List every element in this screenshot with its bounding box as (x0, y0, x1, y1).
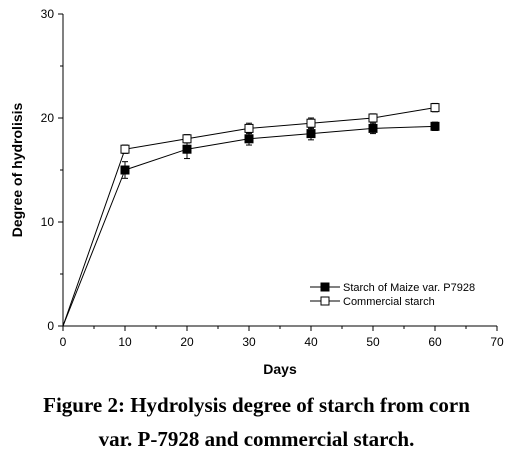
x-tick-label: 20 (180, 335, 194, 349)
x-tick-label: 10 (118, 335, 132, 349)
x-tick-label: 30 (242, 335, 256, 349)
legend-marker (320, 296, 330, 306)
figure-caption-line-1: Figure 2: Hydrolysis degree of starch fr… (43, 393, 470, 417)
x-axis-title: Days (263, 361, 297, 377)
y-tick-label: 20 (41, 111, 55, 125)
data-point (182, 134, 192, 144)
legend-label: Commercial starch (343, 296, 435, 308)
legend-marker (320, 282, 330, 292)
series-1 (62, 121, 440, 327)
data-point (244, 123, 254, 133)
figure-caption-line-2: var. P-7928 and commercial starch. (98, 427, 415, 451)
x-tick-label: 0 (60, 335, 67, 349)
y-axis-title: Degree of hydrolisis (9, 102, 25, 237)
data-point (368, 113, 378, 123)
y-tick-label: 30 (41, 7, 55, 21)
data-point (430, 103, 440, 113)
x-tick-label: 60 (428, 335, 442, 349)
data-point (306, 129, 316, 139)
x-tick-label: 40 (304, 335, 318, 349)
data-point (368, 123, 378, 133)
x-tick-label: 50 (366, 335, 380, 349)
axes: 0 10 20 30 40 50 60 70 0 10 20 30 (41, 7, 504, 349)
data-point (120, 144, 130, 154)
data-point (306, 118, 316, 128)
data-point (244, 134, 254, 144)
y-tick-label: 0 (47, 319, 54, 333)
data-point (182, 144, 192, 154)
legend: Starch of Maize var. P7928 Commercial sta… (310, 282, 475, 308)
series-layer (62, 102, 440, 327)
data-point (430, 121, 440, 131)
data-point (120, 165, 130, 175)
legend-label: Starch of Maize var. P7928 (343, 282, 475, 294)
series-2 (62, 102, 440, 327)
y-tick-label: 10 (41, 215, 55, 229)
chart: 0 10 20 30 40 50 60 70 0 10 20 30 Starch of Maize v… (9, 7, 504, 377)
x-tick-label: 70 (490, 335, 504, 349)
